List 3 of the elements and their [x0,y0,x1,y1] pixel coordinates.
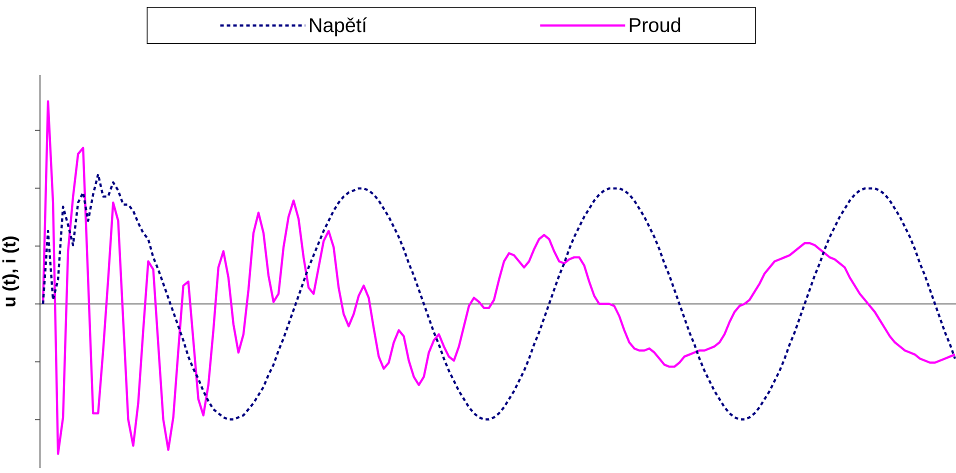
legend-label: Napětí [310,17,367,36]
y-axis-title: u (t), i (t) [2,236,20,306]
legend-label: Proud [630,18,680,32]
